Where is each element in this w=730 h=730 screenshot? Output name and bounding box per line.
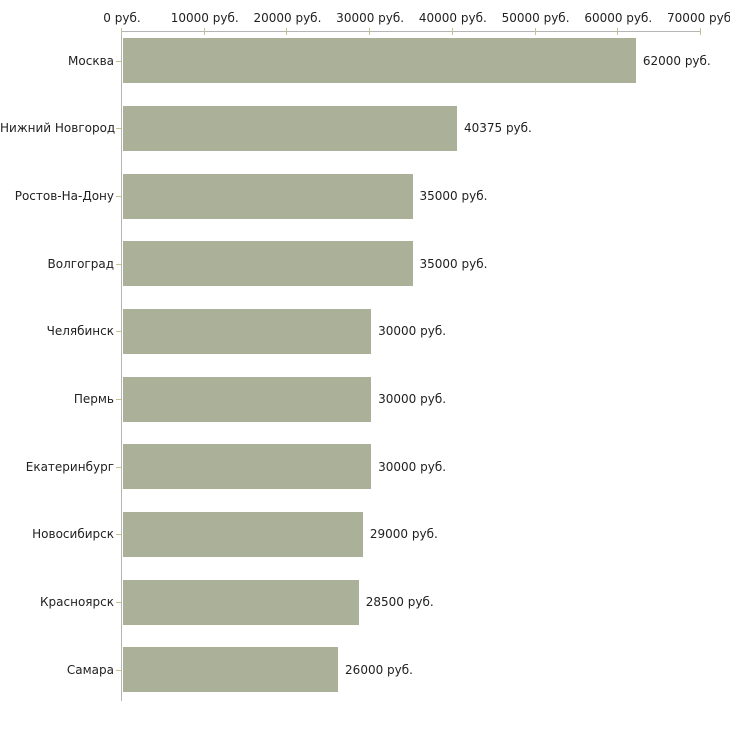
bar	[123, 38, 636, 84]
bar	[123, 647, 339, 693]
y-axis-tick	[116, 196, 121, 198]
x-axis-line	[122, 31, 701, 32]
y-axis-tick	[116, 602, 121, 603]
bar	[123, 105, 457, 151]
y-axis-tick	[116, 60, 121, 62]
x-axis-tick-label: 0 руб.	[103, 11, 141, 25]
category-label: Пермь	[73, 392, 114, 407]
category-label: Екатеринбург	[25, 459, 114, 474]
value-label: 62000 руб.	[642, 53, 711, 68]
y-axis-tick	[116, 128, 121, 130]
value-label: 30000 руб.	[378, 392, 447, 407]
bar	[123, 579, 359, 625]
category-label: Красноярск	[40, 595, 114, 609]
bar	[123, 241, 413, 287]
x-axis-tick-label: 30000 руб.	[336, 11, 405, 25]
x-axis-tick	[121, 28, 122, 35]
value-label: 28500 руб.	[365, 595, 434, 609]
x-axis-tick-label: 10000 руб.	[170, 11, 239, 25]
x-axis-tick-label: 60000 руб.	[584, 11, 653, 25]
bar	[123, 173, 413, 219]
category-label: Волгоград	[47, 256, 114, 271]
y-axis-tick	[116, 399, 121, 401]
bar	[123, 444, 372, 490]
value-label: 29000 руб.	[369, 527, 438, 542]
bar	[123, 308, 372, 354]
y-axis-tick	[116, 534, 121, 536]
category-label: Москва	[68, 53, 114, 68]
value-label: 40375 руб.	[463, 121, 532, 136]
bar	[123, 511, 363, 557]
category-label: Ростов-На-Дону	[14, 189, 114, 204]
category-label: Нижний Новгород	[0, 121, 116, 136]
x-axis-tick	[286, 28, 288, 35]
y-axis-tick	[116, 331, 121, 333]
y-axis-tick	[116, 263, 121, 265]
value-label: 30000 руб.	[378, 459, 447, 474]
y-axis-line	[121, 31, 122, 701]
x-axis-tick	[534, 28, 536, 35]
x-axis-tick-label: 40000 руб.	[418, 11, 487, 25]
value-label: 26000 руб.	[345, 662, 413, 677]
x-axis-tick	[617, 28, 619, 35]
value-label: 35000 руб.	[419, 189, 488, 204]
y-axis-tick	[116, 669, 121, 671]
x-axis-tick-label: 70000 руб.	[667, 11, 730, 25]
x-axis-tick	[203, 28, 205, 35]
x-axis-tick-label: 50000 руб.	[501, 11, 570, 25]
y-axis-tick	[116, 466, 121, 468]
category-label: Челябинск	[46, 324, 114, 339]
x-axis-tick-label: 20000 руб.	[253, 11, 322, 25]
x-axis-tick	[369, 28, 371, 35]
category-label: Самара	[66, 662, 114, 677]
x-axis-tick	[700, 28, 701, 35]
x-axis-tick	[451, 28, 453, 35]
value-label: 30000 руб.	[378, 324, 447, 339]
category-label: Новосибирск	[32, 527, 114, 542]
bar	[123, 376, 372, 422]
value-label: 35000 руб.	[419, 256, 488, 271]
